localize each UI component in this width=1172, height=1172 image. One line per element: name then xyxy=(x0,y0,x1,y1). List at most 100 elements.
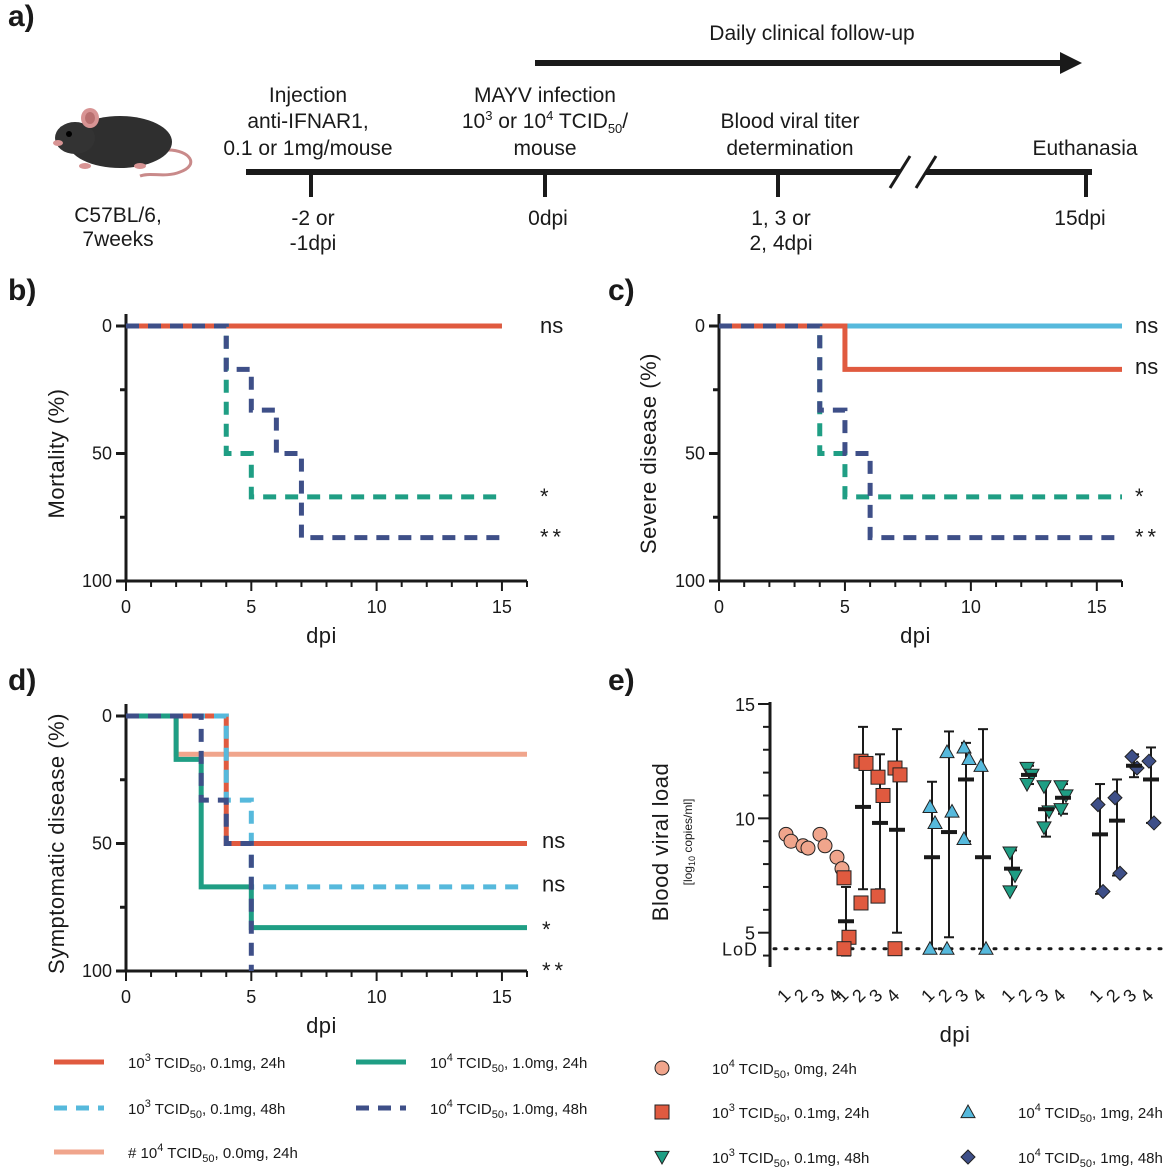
data-point-square xyxy=(875,787,891,803)
data-point-triangle-down xyxy=(1019,761,1035,777)
data-point-circle xyxy=(817,838,833,854)
x-axis-title: dpi xyxy=(940,1022,971,1047)
x-tick-label: 10 xyxy=(961,597,981,617)
x-tick-label: 1 xyxy=(997,985,1018,1006)
x-tick-label: 5 xyxy=(246,987,256,1007)
data-point-diamond xyxy=(1124,748,1140,765)
legend-marker-circle xyxy=(654,1060,670,1076)
data-point-triangle xyxy=(944,803,960,818)
y-tick-label: 100 xyxy=(675,571,705,591)
y-axis-unit: [log10 copies/ml] xyxy=(681,799,697,886)
followup-label: Daily clinical follow-up xyxy=(709,22,914,45)
injection-label-2: anti-IFNAR1, xyxy=(247,110,368,133)
x-tick-label: 3 xyxy=(1119,985,1140,1006)
y-tick-label: 50 xyxy=(92,834,112,854)
x-tick-label: 15 xyxy=(1087,597,1107,617)
significance-label: ** xyxy=(540,525,565,550)
lod-label: LoD xyxy=(722,940,758,960)
y-tick-label: 15 xyxy=(735,695,755,715)
x-tick-label: 3 xyxy=(951,985,972,1006)
y-axis-title: Mortality (%) xyxy=(44,389,69,519)
significance-label: ns xyxy=(542,828,565,853)
viral-load-chart: 5 10 15 LoD Blood viral load [log10 copies/ml… xyxy=(648,695,1167,1047)
panel-label-a: a) xyxy=(8,0,35,33)
data-point-triangle xyxy=(956,739,972,754)
y-tick-label: 50 xyxy=(92,444,112,464)
day-label-sampling-1: 1, 3 or xyxy=(751,207,811,230)
significance-label: ns xyxy=(542,871,565,896)
injection-label-3: 0.1 or 1mg/mouse xyxy=(223,137,392,160)
x-tick-label: 2 xyxy=(1014,985,1035,1006)
significance-label: * xyxy=(542,917,551,942)
x-tick-label: 2 xyxy=(790,985,811,1006)
significance-label: ns xyxy=(1135,313,1158,338)
legend-label: 103 TCID50, 0.1mg, 24h xyxy=(128,1052,285,1075)
day-label-end: 15dpi xyxy=(1054,207,1105,230)
data-point-circle xyxy=(800,840,816,856)
legend-label: 104 TCID50, 1mg, 24h xyxy=(1018,1102,1163,1125)
legend-label: 104 TCID50, 1mg, 48h xyxy=(1018,1147,1163,1170)
mouse-age-label: 7weeks xyxy=(82,228,153,251)
data-point-diamond xyxy=(1112,865,1128,881)
x-tick-label: 4 xyxy=(968,985,989,1006)
data-point-square xyxy=(887,941,903,957)
legend-label: 104 TCID50, 0mg, 24h xyxy=(712,1058,857,1081)
data-point-triangle xyxy=(973,757,989,772)
series-line-lightblue xyxy=(126,713,527,890)
x-tick-label: 15 xyxy=(492,597,512,617)
data-point-triangle-down xyxy=(1036,780,1052,795)
legend-label: 104 TCID50, 1.0mg, 48h xyxy=(430,1098,587,1121)
x-tick-label: 1 xyxy=(917,985,938,1006)
x-axis-title: dpi xyxy=(900,623,931,648)
significance-label: ns xyxy=(540,313,563,338)
data-point-triangle xyxy=(922,798,938,814)
x-tick-label: 2 xyxy=(848,985,869,1006)
data-point-diamond xyxy=(1107,790,1123,806)
data-point-triangle xyxy=(978,940,994,955)
data-point-triangle xyxy=(927,814,943,830)
legend-marker-triangle-down xyxy=(654,1150,670,1166)
data-point-triangle-down xyxy=(1002,885,1018,900)
titer-label-1: Blood viral titer xyxy=(721,110,860,133)
data-point-triangle-down xyxy=(1053,803,1069,818)
followup-arrow-head xyxy=(1060,52,1082,74)
panel-label-b: b) xyxy=(8,274,36,307)
y-axis-title: Blood viral load xyxy=(648,763,673,921)
significance-label: ** xyxy=(1135,525,1160,550)
x-tick-label: 1 xyxy=(773,985,794,1006)
y-axis-title: Symptomatic disease (%) xyxy=(44,713,69,974)
x-tick-label: 4 xyxy=(1136,985,1157,1006)
data-point-square xyxy=(853,895,869,911)
x-tick-label: 3 xyxy=(807,985,828,1006)
y-tick-label: 50 xyxy=(685,444,705,464)
data-point-triangle-down xyxy=(1036,821,1052,836)
series-line-green xyxy=(126,323,502,500)
x-tick-label: 5 xyxy=(246,597,256,617)
data-point-triangle xyxy=(961,750,977,765)
survival-legend: 103 TCID50, 0.1mg, 24h 104 TCID50, 1.0mg,… xyxy=(54,1052,587,1165)
infection-label-1: MAYV infection xyxy=(474,84,616,107)
x-tick-label: 3 xyxy=(865,985,886,1006)
y-tick-label: 0 xyxy=(695,316,705,336)
data-point-triangle xyxy=(956,830,972,846)
x-tick-label: 2 xyxy=(934,985,955,1006)
series-line-navy xyxy=(719,323,1122,541)
timeline-panel: Daily clinical follow-up C57BL/6, 7weeks… xyxy=(53,22,1138,255)
timeline-break-mark-2 xyxy=(914,155,938,189)
significance-label: * xyxy=(1135,484,1144,509)
x-tick-label: 10 xyxy=(367,987,387,1007)
mouse-strain-label: C57BL/6, xyxy=(74,204,162,227)
series-line-salmon xyxy=(126,713,527,757)
significance-label: ** xyxy=(542,958,567,983)
injection-label-1: Injection xyxy=(269,84,347,107)
series-line-green xyxy=(719,323,1122,500)
panel-label-d: d) xyxy=(8,664,36,697)
legend-label: 103 TCID50, 0.1mg, 48h xyxy=(128,1098,285,1121)
legend-marker-square xyxy=(654,1104,670,1120)
data-point-diamond xyxy=(1095,883,1111,900)
data-point-triangle-down xyxy=(1053,780,1069,795)
data-point-triangle-down xyxy=(1007,869,1023,884)
